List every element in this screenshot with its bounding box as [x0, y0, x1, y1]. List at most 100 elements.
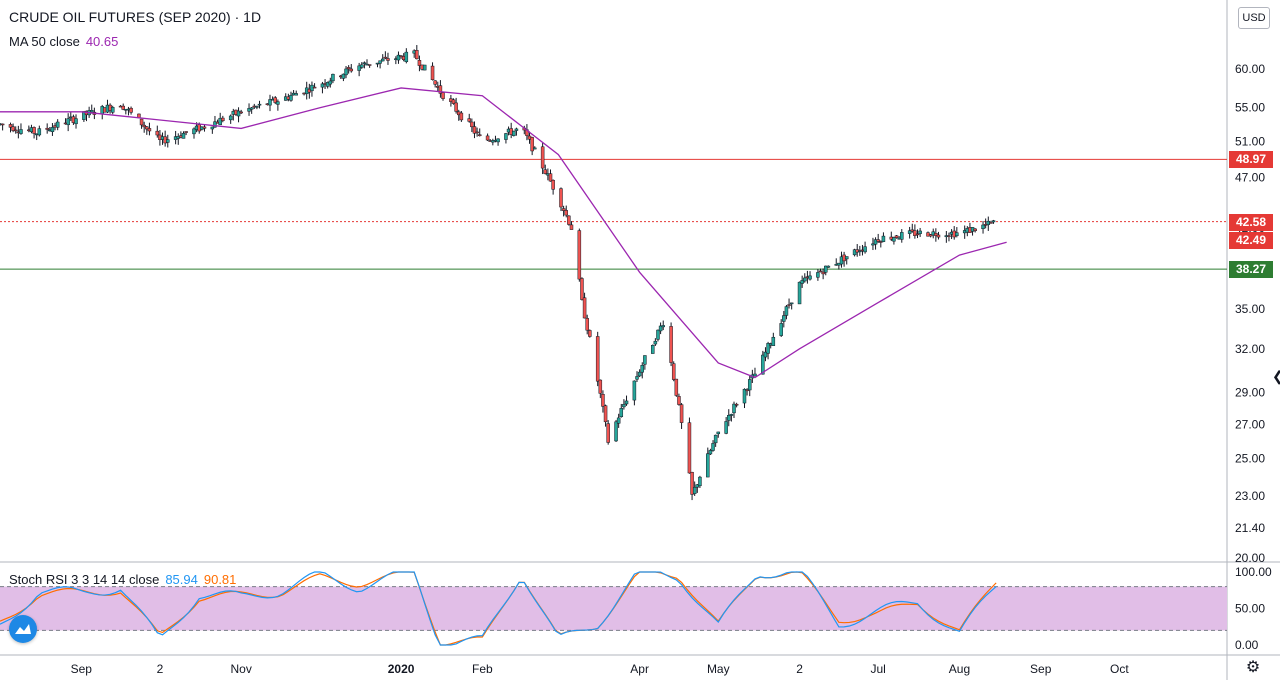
y-tick-label-5: 29.00	[1235, 386, 1265, 400]
candle-238	[873, 237, 878, 250]
candle-body-159	[582, 297, 587, 319]
candle-body-199	[729, 414, 734, 416]
candle-240	[879, 240, 883, 248]
candle-61	[221, 115, 225, 123]
candle-98	[360, 62, 364, 69]
candle-body-140	[512, 130, 516, 136]
candle-body-270	[989, 222, 993, 224]
candle-99	[362, 61, 367, 69]
stoch-y-tick-label-0: 0.00	[1235, 638, 1259, 652]
candle-52	[192, 127, 196, 139]
candle-206	[753, 367, 757, 377]
candle-200	[732, 401, 736, 418]
candle-body-214	[784, 306, 789, 316]
candle-body-231	[844, 256, 849, 260]
candle-body-108	[396, 54, 401, 61]
candle-body-198	[727, 414, 731, 421]
candle-3	[11, 123, 15, 133]
candle-120	[438, 80, 443, 98]
candle-253	[928, 233, 933, 238]
candle-175	[640, 362, 645, 379]
candle-body-207	[761, 354, 765, 375]
stoch-label: Stoch RSI 3 3 14 14 close	[9, 572, 160, 587]
candle-body-116	[422, 64, 427, 71]
candle-197	[724, 417, 728, 435]
candle-76	[276, 99, 280, 111]
candle-66	[239, 109, 243, 115]
candle-body-188	[690, 471, 694, 495]
candle-body-101	[367, 64, 372, 66]
candle-body-91	[331, 73, 335, 82]
candle-184	[674, 378, 679, 397]
candle-body-66	[239, 111, 243, 114]
candle-body-186	[679, 404, 684, 423]
price-tag-last: 42.58	[1229, 213, 1273, 231]
price-tag-support: 38.27	[1229, 261, 1273, 279]
candle-201	[734, 402, 739, 408]
candle-156	[569, 221, 574, 230]
candle-165	[603, 404, 608, 427]
x-tick-label-9: Aug	[949, 662, 970, 676]
candle-81	[294, 90, 298, 96]
candle-33	[121, 103, 125, 111]
candle-body-114	[417, 60, 422, 66]
candle-213	[782, 310, 786, 328]
candle-188	[690, 471, 694, 501]
candle-224	[821, 268, 825, 280]
currency-badge[interactable]: USD	[1238, 7, 1270, 29]
candle-62	[228, 114, 233, 124]
candle-95	[346, 65, 351, 74]
candle-45	[163, 130, 167, 147]
candle-body-246	[900, 232, 904, 240]
candle-90	[328, 77, 333, 88]
candle-216	[789, 302, 794, 310]
candle-256	[936, 231, 941, 240]
candle-body-153	[561, 208, 566, 211]
candle-130	[475, 127, 479, 137]
candle-body-1	[0, 123, 5, 126]
candle-96	[349, 64, 354, 73]
candle-body-2	[8, 124, 13, 128]
candle-body-178	[653, 340, 658, 345]
candle-body-172	[632, 380, 637, 401]
candle-116	[422, 64, 427, 71]
candle-body-236	[863, 246, 867, 253]
candle-169	[619, 403, 624, 418]
x-tick-label-6: May	[707, 662, 730, 676]
candle-body-81	[294, 93, 298, 96]
candle-body-65	[236, 110, 241, 117]
candle-154	[564, 205, 568, 218]
candle-body-162	[595, 336, 600, 382]
candle-207	[761, 350, 765, 375]
candle-152	[559, 187, 563, 212]
candle-155	[567, 215, 571, 226]
x-tick-label-1: 2	[157, 662, 164, 676]
candle-209	[766, 341, 770, 360]
candle-body-124	[454, 102, 458, 112]
candle-50	[181, 131, 186, 139]
candle-body-67	[247, 108, 251, 112]
candle-2	[8, 122, 13, 133]
gear-icon[interactable]: ⚙	[1245, 659, 1261, 676]
candle-199	[729, 413, 734, 422]
candle-157	[577, 228, 582, 282]
candle-body-158	[580, 278, 584, 300]
candle-102	[375, 62, 380, 68]
candle-163	[598, 379, 603, 399]
candle-192	[706, 447, 710, 478]
candle-body-145	[530, 137, 534, 152]
candle-196	[716, 431, 721, 438]
candle-101	[367, 64, 372, 68]
candle-body-102	[375, 62, 380, 65]
candle-body-169	[619, 408, 624, 418]
scale-drag-handle[interactable]: ❮	[1272, 366, 1280, 386]
candle-body-167	[614, 421, 618, 442]
logo-icon[interactable]	[9, 615, 37, 643]
candle-body-225	[824, 265, 828, 273]
candle-153	[561, 205, 566, 217]
candle-4	[13, 126, 18, 134]
y-tick-label-0: 20.00	[1235, 551, 1265, 565]
y-tick-label-1: 21.40	[1235, 521, 1265, 535]
candle-body-148	[543, 169, 548, 174]
